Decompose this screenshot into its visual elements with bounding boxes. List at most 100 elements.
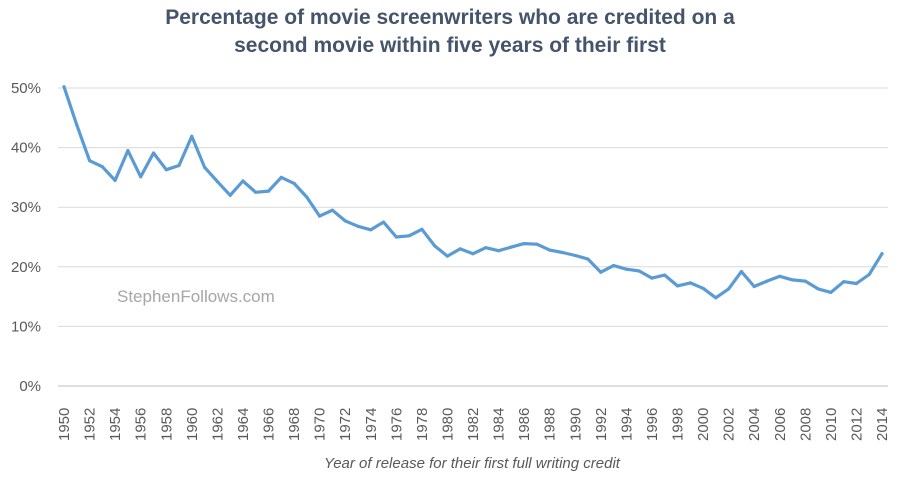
data-point	[663, 273, 667, 277]
data-point	[509, 245, 513, 249]
x-tick-label: 2000	[695, 408, 712, 441]
data-point	[765, 279, 769, 283]
x-tick-label: 2012	[848, 408, 865, 441]
data-point	[548, 248, 552, 252]
x-tick-label: 1968	[286, 408, 303, 441]
data-point	[637, 269, 641, 273]
chart-title-line-1: Percentage of movie screenwriters who ar…	[165, 6, 735, 29]
data-point	[803, 279, 807, 283]
data-point	[573, 253, 577, 258]
x-tick-label: 1966	[261, 408, 278, 441]
x-axis-ticks: 1950 1952 1954 1956 1958 1960 1962 1964 1966 1968…	[56, 408, 891, 441]
x-tick-label: 2014	[874, 408, 891, 441]
data-point	[599, 270, 603, 274]
x-tick-label: 1970	[312, 408, 329, 441]
x-tick-label: 2008	[797, 408, 814, 441]
x-tick-label: 1998	[670, 408, 687, 441]
x-tick-label: 1952	[82, 408, 99, 441]
x-tick-label: 1986	[516, 408, 533, 441]
x-tick-label: 2006	[772, 408, 789, 441]
data-point	[675, 284, 680, 288]
y-tick-label: 50%	[11, 80, 41, 97]
x-tick-label: 1984	[491, 408, 508, 441]
data-point	[381, 220, 386, 224]
data-point	[727, 287, 731, 291]
data-point	[790, 278, 795, 282]
data-point	[356, 224, 360, 228]
x-tick-label: 1976	[388, 408, 405, 441]
series-line-0	[62, 85, 884, 300]
data-point	[829, 290, 833, 294]
data-point	[343, 219, 347, 223]
data-point	[164, 168, 168, 172]
data-point	[433, 244, 437, 248]
data-point	[177, 163, 181, 168]
data-point	[369, 228, 373, 232]
x-tick-label: 1980	[439, 408, 456, 441]
data-point	[701, 286, 705, 290]
data-point	[445, 254, 449, 258]
data-point	[880, 252, 884, 256]
data-point	[394, 235, 398, 239]
data-point	[228, 193, 232, 197]
x-tick-label: 2004	[746, 408, 763, 441]
data-point	[420, 227, 424, 231]
x-tick-label: 1956	[133, 408, 150, 441]
data-point	[471, 252, 475, 256]
data-point	[203, 165, 207, 169]
data-point	[816, 287, 820, 291]
data-point	[739, 270, 744, 274]
x-tick-label: 1978	[414, 408, 431, 441]
data-point	[279, 175, 283, 179]
x-tick-label: 1960	[184, 408, 201, 441]
data-point	[650, 276, 654, 280]
data-point	[62, 85, 66, 89]
x-tick-label: 1962	[209, 408, 226, 441]
x-tick-label: 2010	[823, 408, 840, 441]
y-axis-ticks: 0% 10% 20% 30% 40% 50%	[11, 80, 41, 395]
data-point	[151, 151, 156, 155]
data-point	[113, 178, 117, 182]
data-point	[458, 247, 462, 251]
data-point	[854, 281, 859, 286]
data-point	[215, 180, 219, 184]
x-tick-label: 1950	[56, 408, 73, 441]
chart-title: Percentage of movie screenwriters who ar…	[0, 4, 900, 60]
data-point	[778, 274, 782, 278]
data-point	[867, 272, 871, 277]
data-point	[330, 208, 334, 212]
y-tick-label: 10%	[11, 318, 41, 335]
data-series	[62, 85, 884, 300]
data-point	[624, 267, 629, 271]
data-point	[484, 246, 488, 250]
data-point	[266, 189, 271, 193]
x-tick-label: 1996	[644, 408, 661, 441]
x-tick-label: 2002	[721, 408, 738, 441]
x-tick-label: 1992	[593, 408, 610, 441]
x-tick-label: 1958	[158, 408, 175, 441]
data-point	[714, 296, 718, 300]
x-axis-label: Year of release for their first full wri…	[324, 455, 621, 472]
x-tick-label: 1972	[337, 408, 354, 441]
x-tick-label: 1954	[107, 408, 124, 441]
data-point	[535, 242, 539, 246]
x-tick-label: 1964	[235, 408, 252, 441]
data-point	[126, 149, 130, 153]
data-point	[560, 250, 565, 255]
y-tick-label: 30%	[11, 199, 41, 216]
x-tick-label: 1994	[618, 408, 635, 441]
x-tick-label: 1982	[465, 408, 482, 441]
data-point	[318, 214, 322, 218]
y-tick-label: 40%	[11, 140, 41, 157]
watermark: StephenFollows.com	[117, 287, 275, 306]
data-point	[88, 159, 92, 163]
data-point	[586, 257, 590, 261]
data-point	[752, 284, 756, 289]
x-tick-label: 1974	[363, 408, 380, 441]
data-point	[100, 165, 104, 169]
data-point	[522, 242, 526, 246]
data-point	[497, 249, 501, 253]
data-point	[254, 190, 258, 194]
data-point	[190, 134, 194, 138]
